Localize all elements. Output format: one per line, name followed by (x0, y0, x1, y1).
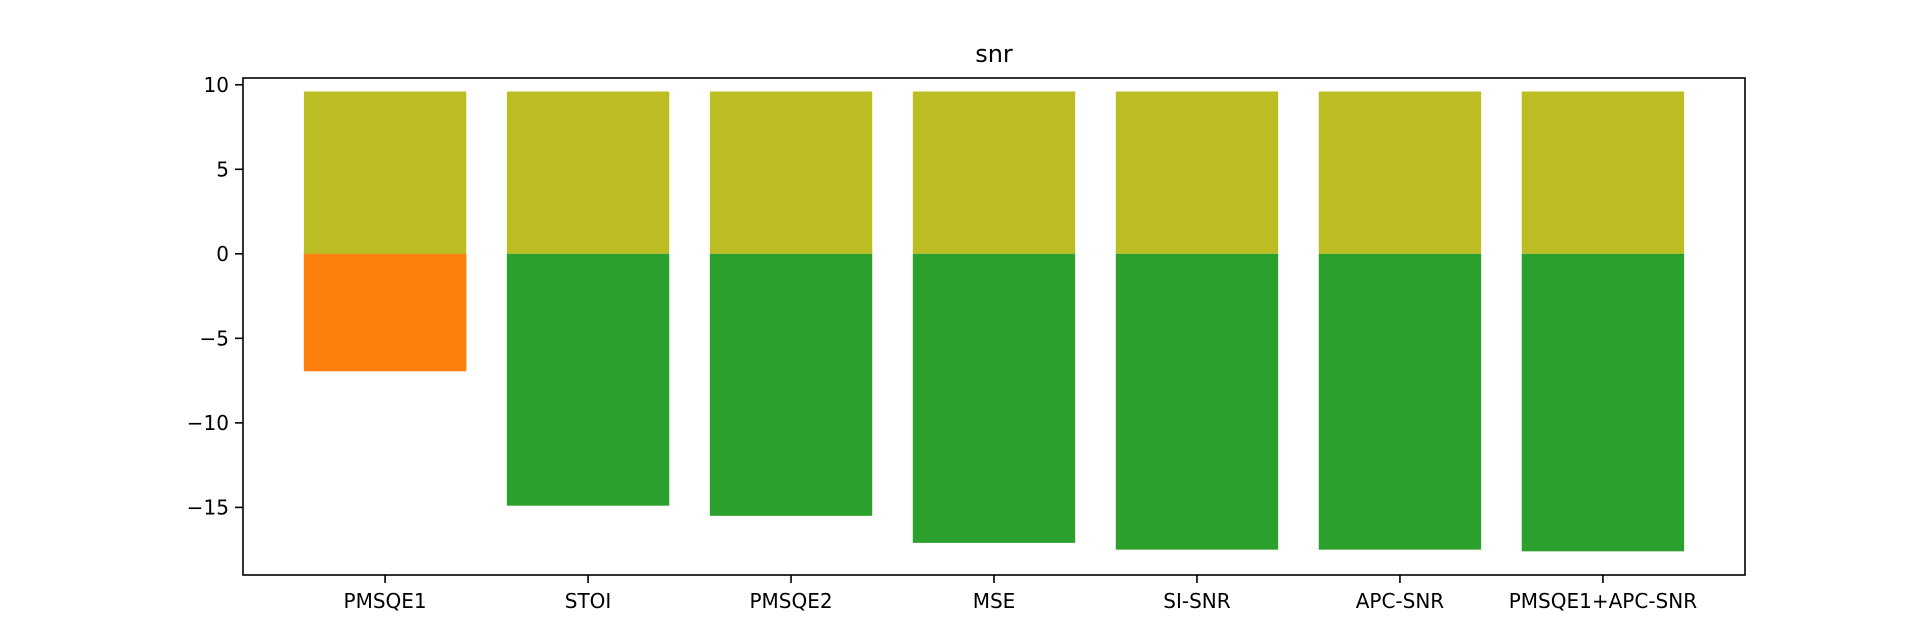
y-tick-label: −5 (200, 326, 229, 350)
x-tick-label: SI-SNR (1163, 589, 1230, 613)
y-tick-label: 0 (216, 242, 229, 266)
bar-series2-pmsqe1-apc-snr (1521, 253, 1685, 552)
bar-series2-mse (912, 253, 1076, 543)
x-axis: PMSQE1 STOI PMSQE2 MSE SI-SNR APC-SNR PMSQE1+A… (344, 575, 1697, 613)
x-tick-label: MSE (973, 589, 1016, 613)
bar-series1-stoi (506, 91, 670, 254)
bar-series2-stoi (506, 253, 670, 506)
bar-series1-si-snr (1115, 91, 1279, 254)
y-tick-label: 10 (204, 73, 229, 97)
bar-series1-mse (912, 91, 1076, 254)
bar-series1-pmsqe1-apc-snr (1521, 91, 1685, 254)
bars-layer (303, 91, 1685, 552)
y-tick-label: −10 (187, 411, 229, 435)
bar-series2-si-snr (1115, 253, 1279, 550)
bar-series2-apc-snr (1318, 253, 1482, 550)
bar-series3-pmsqe1 (303, 253, 467, 372)
bar-series2-pmsqe2 (709, 253, 873, 516)
x-tick-label: STOI (565, 589, 612, 613)
y-axis: 10 5 0 −5 −10 −15 (187, 73, 243, 519)
y-tick-label: −15 (187, 495, 229, 519)
x-tick-label: PMSQE1+APC-SNR (1509, 589, 1697, 613)
chart-title: snr (975, 40, 1013, 68)
bar-series1-apc-snr (1318, 91, 1482, 254)
x-tick-label: PMSQE1 (344, 589, 427, 613)
bar-series1-pmsqe1 (303, 91, 467, 254)
y-tick-label: 5 (216, 157, 229, 181)
x-tick-label: APC-SNR (1356, 589, 1445, 613)
x-tick-label: PMSQE2 (749, 589, 832, 613)
bar-series1-pmsqe2 (709, 91, 873, 254)
